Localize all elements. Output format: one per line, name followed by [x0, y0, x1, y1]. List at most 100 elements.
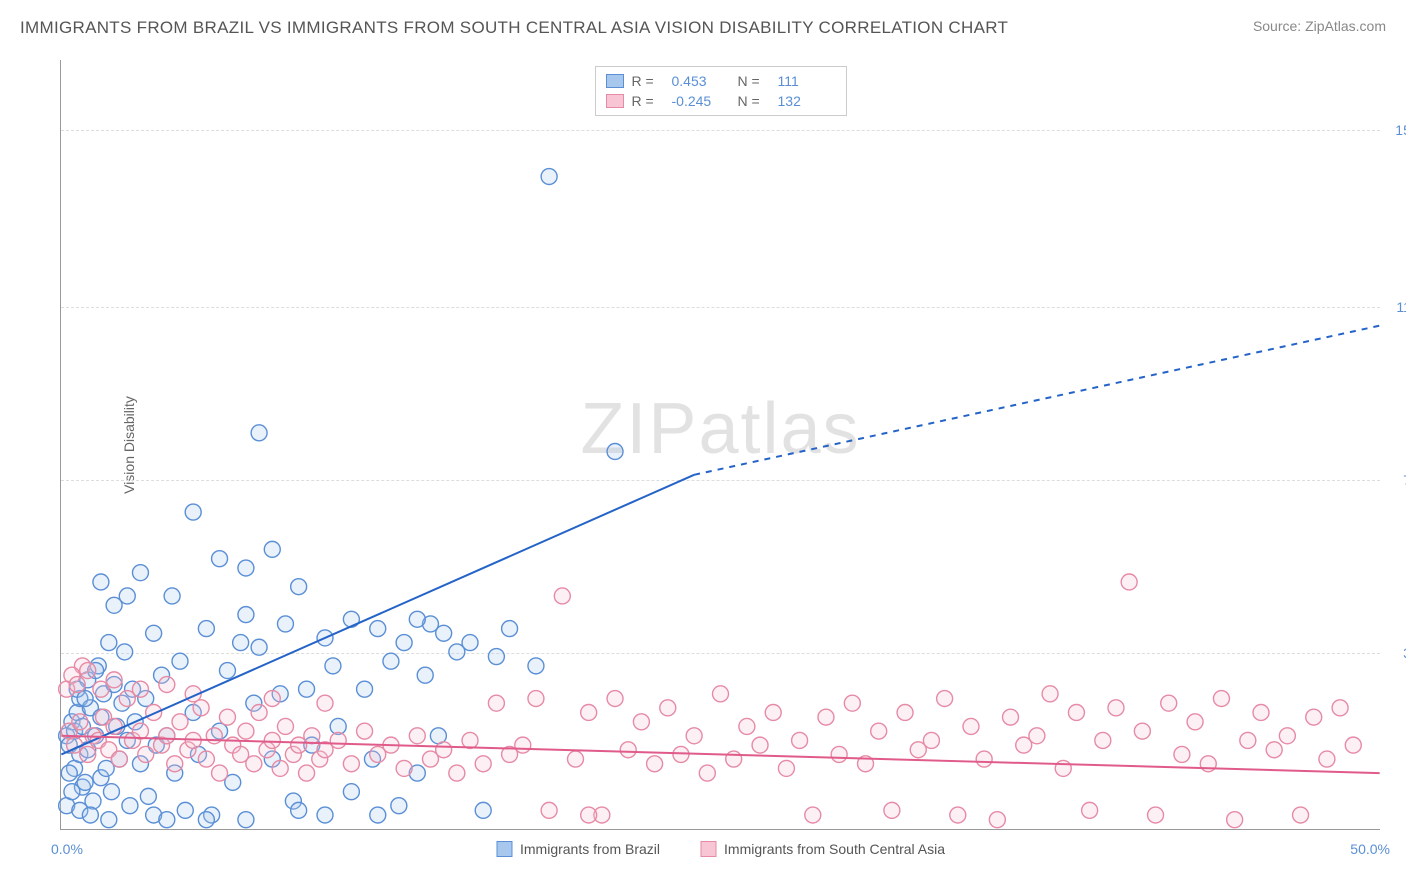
data-point-scasia [80, 663, 96, 679]
data-point-brazil [409, 611, 425, 627]
legend-swatch-scasia [700, 841, 716, 857]
data-point-brazil [140, 788, 156, 804]
data-point-scasia [238, 723, 254, 739]
data-point-scasia [620, 742, 636, 758]
trend-line-brazil [61, 475, 694, 755]
data-point-scasia [1227, 812, 1243, 828]
data-point-scasia [357, 723, 373, 739]
data-point-brazil [488, 649, 504, 665]
plot-region: ZIPatlas 3.8%7.5%11.2%15.0% R = 0.453 N … [60, 60, 1380, 830]
data-point-scasia [1095, 732, 1111, 748]
data-point-scasia [159, 677, 175, 693]
data-point-brazil [475, 802, 491, 818]
data-point-scasia [167, 756, 183, 772]
data-point-brazil [357, 681, 373, 697]
data-point-brazil [251, 639, 267, 655]
data-point-scasia [1082, 802, 1098, 818]
legend-item-scasia: Immigrants from South Central Asia [700, 841, 945, 857]
swatch-scasia [606, 94, 624, 108]
data-point-scasia [1319, 751, 1335, 767]
data-point-brazil [391, 798, 407, 814]
data-point-scasia [884, 802, 900, 818]
data-point-scasia [778, 760, 794, 776]
n-value-brazil: 111 [778, 73, 836, 89]
data-point-scasia [1055, 760, 1071, 776]
data-point-brazil [277, 616, 293, 632]
data-point-scasia [159, 728, 175, 744]
data-point-scasia [317, 695, 333, 711]
data-point-scasia [193, 700, 209, 716]
data-point-brazil [172, 653, 188, 669]
data-point-scasia [581, 704, 597, 720]
data-point-brazil [291, 579, 307, 595]
data-point-scasia [436, 742, 452, 758]
data-point-scasia [1240, 732, 1256, 748]
data-point-scasia [132, 681, 148, 697]
data-point-brazil [101, 812, 117, 828]
data-point-scasia [106, 672, 122, 688]
data-point-scasia [251, 704, 267, 720]
data-point-scasia [488, 695, 504, 711]
data-point-scasia [1108, 700, 1124, 716]
data-point-scasia [1003, 709, 1019, 725]
data-point-brazil [122, 798, 138, 814]
data-point-scasia [246, 756, 262, 772]
y-tick-label: 15.0% [1395, 122, 1406, 138]
data-point-scasia [1134, 723, 1150, 739]
data-point-brazil [607, 444, 623, 460]
data-point-scasia [950, 807, 966, 823]
data-point-scasia [765, 704, 781, 720]
data-point-brazil [64, 784, 80, 800]
data-point-scasia [1174, 746, 1190, 762]
data-point-brazil [299, 681, 315, 697]
data-point-scasia [647, 756, 663, 772]
data-point-scasia [976, 751, 992, 767]
chart-title: IMMIGRANTS FROM BRAZIL VS IMMIGRANTS FRO… [20, 18, 1008, 38]
data-point-brazil [291, 802, 307, 818]
data-point-scasia [1042, 686, 1058, 702]
r-label: R = [632, 93, 664, 109]
data-point-brazil [541, 169, 557, 185]
data-point-brazil [502, 621, 518, 637]
data-point-scasia [1187, 714, 1203, 730]
data-point-scasia [752, 737, 768, 753]
n-label: N = [738, 93, 770, 109]
data-point-brazil [264, 541, 280, 557]
data-point-scasia [844, 695, 860, 711]
data-point-scasia [831, 746, 847, 762]
data-point-scasia [686, 728, 702, 744]
data-point-scasia [897, 704, 913, 720]
data-point-brazil [528, 658, 544, 674]
data-point-scasia [219, 709, 235, 725]
data-point-scasia [871, 723, 887, 739]
data-point-scasia [1266, 742, 1282, 758]
data-point-scasia [69, 677, 85, 693]
data-point-scasia [272, 760, 288, 776]
data-point-scasia [567, 751, 583, 767]
legend-label-scasia: Immigrants from South Central Asia [724, 841, 945, 857]
data-point-scasia [1345, 737, 1361, 753]
data-point-scasia [475, 756, 491, 772]
data-point-scasia [1161, 695, 1177, 711]
legend-label-brazil: Immigrants from Brazil [520, 841, 660, 857]
data-point-scasia [264, 732, 280, 748]
data-point-scasia [449, 765, 465, 781]
data-point-scasia [277, 718, 293, 734]
data-point-scasia [264, 691, 280, 707]
r-value-scasia: -0.245 [672, 93, 730, 109]
data-point-scasia [607, 691, 623, 707]
data-point-brazil [82, 807, 98, 823]
data-point-scasia [304, 728, 320, 744]
y-tick-label: 11.2% [1396, 299, 1406, 315]
series-legend: Immigrants from Brazil Immigrants from S… [496, 841, 945, 857]
chart-area: Vision Disability ZIPatlas 3.8%7.5%11.2%… [60, 60, 1380, 830]
stats-row-scasia: R = -0.245 N = 132 [606, 91, 836, 111]
data-point-brazil [119, 588, 135, 604]
data-point-scasia [726, 751, 742, 767]
legend-swatch-brazil [496, 841, 512, 857]
data-point-scasia [1029, 728, 1045, 744]
data-point-scasia [1068, 704, 1084, 720]
swatch-brazil [606, 74, 624, 88]
data-point-scasia [138, 746, 154, 762]
data-point-scasia [172, 714, 188, 730]
